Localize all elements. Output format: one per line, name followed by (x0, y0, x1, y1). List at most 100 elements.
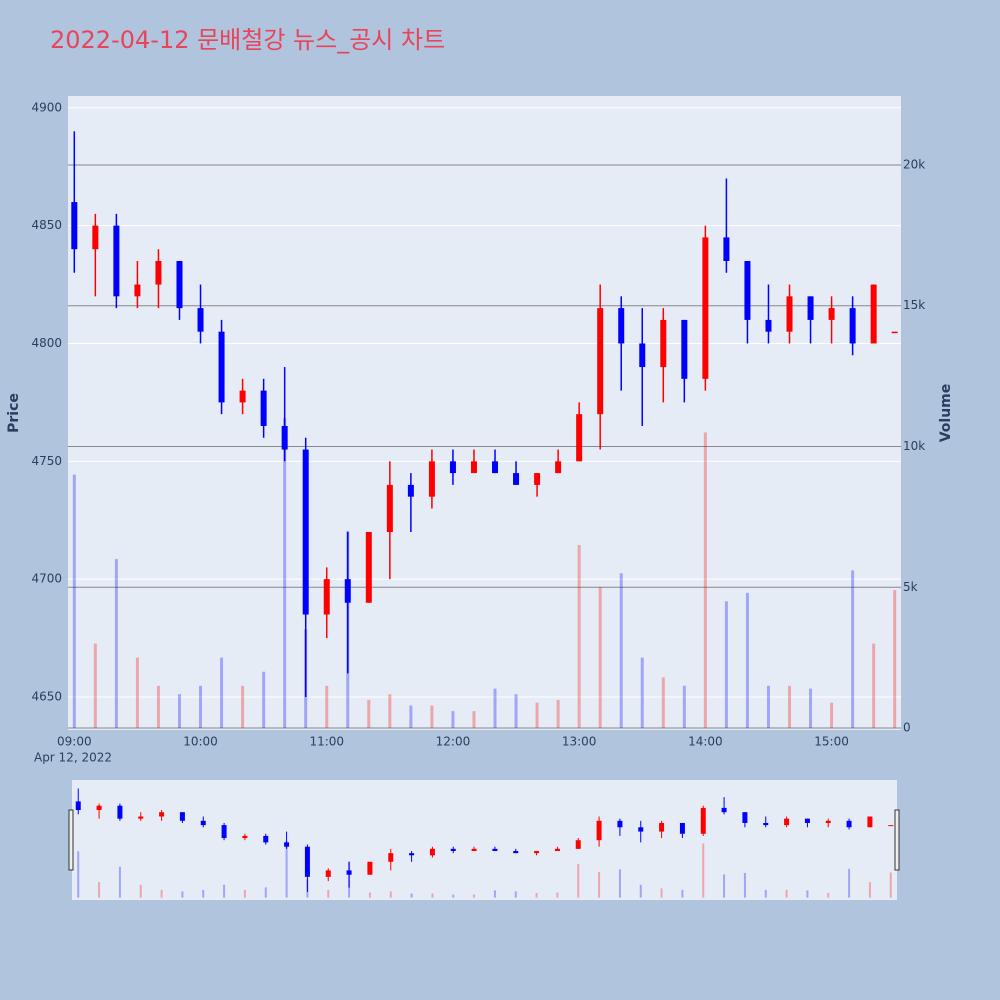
plot-area (68, 96, 901, 730)
slider-candle-body (388, 853, 394, 862)
volume-bar (724, 601, 728, 729)
slider-candle-body (554, 848, 560, 851)
y2-tick-label: 10k (903, 439, 925, 453)
candle-body (218, 331, 225, 403)
volume-bar (809, 688, 813, 729)
slider-volume-bar (493, 890, 496, 898)
volume-bar (367, 699, 371, 729)
candle-body (239, 390, 246, 403)
slider-candle-body (367, 861, 373, 875)
y-axis-title: Price (6, 393, 22, 433)
range-handle[interactable] (68, 809, 74, 871)
slider-volume-bar (660, 888, 663, 898)
volume-bar (156, 685, 160, 729)
y2-tick-label: 5k (903, 580, 918, 594)
chart-title: 2022-04-12 문배철강 뉴스_공시 차트 (50, 26, 445, 54)
candle-body (513, 473, 520, 485)
slider-candle-body (263, 835, 269, 843)
volume-bar (766, 685, 770, 729)
volume-bar (619, 573, 623, 729)
slider-candle-body (534, 850, 540, 854)
slider-volume-bar (452, 894, 455, 898)
volume-bar (72, 474, 76, 729)
volume-bar (199, 685, 203, 729)
volume-bar (220, 657, 224, 729)
slider-volume-bar (118, 866, 121, 898)
slider-volume-bar (702, 843, 705, 898)
slider-candle-body (867, 816, 873, 828)
slider-candle-body (888, 825, 894, 827)
volume-bar (830, 702, 834, 729)
slider-volume-bar (723, 874, 726, 898)
slider-volume-bar (139, 884, 142, 898)
slider-volume-bar (639, 884, 642, 898)
volume-bar (535, 702, 539, 729)
slider-volume-bar (223, 884, 226, 898)
slider-volume-bar (827, 893, 830, 898)
volume-bar (325, 685, 329, 729)
candle-body (660, 319, 667, 368)
candle-body (428, 461, 435, 497)
slider-volume-bar (285, 840, 288, 898)
candle-body (534, 473, 541, 485)
candle-body (71, 202, 78, 250)
slider-candle-body (450, 848, 456, 851)
x-tick-label: 10:00 (183, 735, 218, 749)
candle-body (155, 260, 162, 285)
candle-body (492, 461, 499, 474)
slider-volume-bar (598, 871, 601, 898)
slider-candle-body (117, 805, 123, 819)
slider-candle-body (138, 816, 144, 819)
volume-bar (703, 432, 707, 729)
volume-bar (430, 705, 434, 729)
volume-bar (93, 643, 97, 729)
candle-body (786, 296, 793, 332)
volume-bar (598, 587, 602, 729)
volume-bar (283, 418, 287, 729)
slider-volume-bar (785, 889, 788, 898)
slider-volume-bar (743, 872, 746, 898)
y2-tick-label: 20k (903, 157, 925, 171)
slider-volume-bar (410, 893, 413, 898)
volume-bar (640, 657, 644, 729)
slider-candle-body (409, 853, 415, 856)
slider-candle-body (471, 848, 477, 851)
range-slider (72, 780, 897, 900)
candle-body (744, 260, 751, 320)
slider-volume-bar (431, 893, 434, 898)
slider-candle-body (784, 818, 790, 826)
slider-candle-body (242, 835, 248, 839)
range-handle[interactable] (894, 809, 900, 871)
slider-volume-bar (389, 891, 392, 898)
slider-candle-body (700, 807, 706, 834)
y-tick-label: 4650 (31, 690, 62, 704)
candle-body (870, 284, 877, 344)
volume-bar (872, 643, 876, 729)
candle-body (197, 308, 204, 332)
candle-body (807, 296, 814, 320)
slider-candle-body (221, 825, 227, 839)
y-tick-label: 4750 (31, 454, 62, 468)
slider-volume-bar (514, 891, 517, 898)
volume-bar (493, 688, 497, 729)
slider-volume-bar (327, 889, 330, 898)
slider-candle-body (846, 820, 852, 828)
candle-body (702, 237, 709, 379)
candle-body (344, 579, 351, 603)
slider-volume-bar (160, 889, 163, 898)
volume-bar (388, 694, 392, 729)
slider-volume-bar (889, 872, 892, 898)
x-tick-label: 15:00 (814, 735, 849, 749)
y2-tick-label: 0 (903, 721, 911, 735)
slider-candle-body (825, 820, 831, 823)
candle-body (302, 449, 309, 615)
slider-candle-body (659, 822, 665, 832)
y-tick-label: 4900 (31, 100, 62, 114)
slider-candle-body (492, 848, 498, 851)
candle-body (113, 225, 120, 297)
slider-volume-bar (202, 889, 205, 898)
slider-volume-bar (556, 892, 559, 898)
slider-volume-bar (535, 893, 538, 898)
slider-volume-bar (77, 851, 80, 898)
